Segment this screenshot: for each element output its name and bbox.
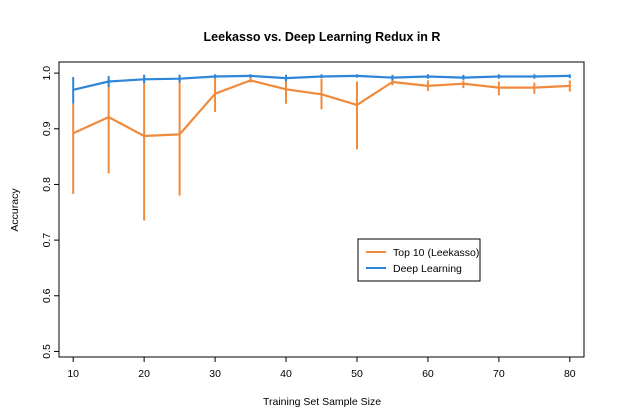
y-tick-label: 0.9 [41, 121, 53, 136]
x-tick-label: 30 [209, 368, 221, 380]
x-axis: 10 20 30 40 50 60 70 80 [67, 357, 576, 380]
legend-label-deep-learning: Deep Learning [393, 263, 462, 275]
x-tick-label: 50 [351, 368, 363, 380]
chart-title: Leekasso vs. Deep Learning Redux in R [204, 30, 441, 44]
x-tick-label: 20 [138, 368, 150, 380]
legend-box [357, 238, 481, 282]
series-deep-learning [72, 74, 571, 104]
y-tick-label: 0.6 [41, 288, 53, 303]
y-axis: 0.5 0.6 0.7 0.8 0.9 1.0 [41, 66, 59, 359]
x-tick-label: 60 [422, 368, 434, 380]
x-tick-label: 80 [564, 368, 576, 380]
series-leekasso [72, 74, 571, 221]
series-layer [72, 74, 571, 221]
x-tick-label: 10 [67, 368, 79, 380]
x-tick-label: 40 [280, 368, 292, 380]
y-tick-label: 0.7 [41, 233, 53, 248]
legend: Top 10 (Leekasso) Deep Learning [357, 238, 481, 282]
y-tick-label: 0.5 [41, 344, 53, 359]
y-axis-label: Accuracy [9, 188, 21, 232]
y-tick-label: 1.0 [41, 66, 53, 81]
y-tick-label: 0.8 [41, 177, 53, 192]
legend-label-leekasso: Top 10 (Leekasso) [393, 247, 479, 259]
x-tick-label: 70 [493, 368, 505, 380]
plot-frame [58, 61, 585, 358]
x-axis-label: Training Set Sample Size [263, 396, 381, 408]
